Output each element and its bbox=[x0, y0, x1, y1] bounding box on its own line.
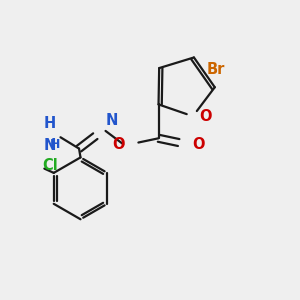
Text: Cl: Cl bbox=[42, 158, 58, 173]
Text: H: H bbox=[44, 116, 56, 131]
Text: O: O bbox=[192, 137, 205, 152]
Text: Br: Br bbox=[207, 62, 225, 77]
Text: N: N bbox=[106, 113, 118, 128]
Text: O: O bbox=[200, 109, 212, 124]
Text: H: H bbox=[50, 138, 60, 151]
Text: N: N bbox=[44, 138, 56, 153]
Text: O: O bbox=[112, 137, 125, 152]
